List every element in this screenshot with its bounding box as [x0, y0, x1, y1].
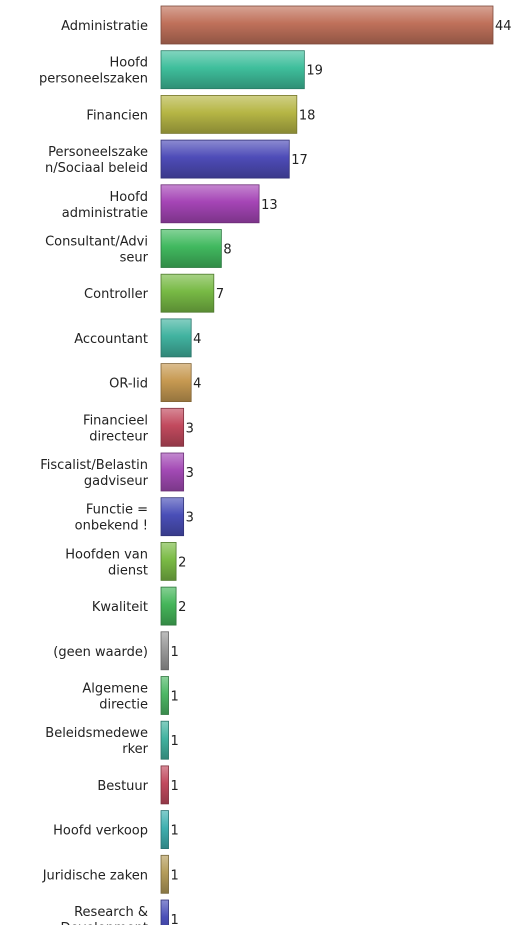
value-label-9: 3: [186, 421, 194, 436]
value-label-1: 19: [306, 64, 323, 79]
category-label-line: Development: [60, 921, 148, 925]
category-label-20: Research &Development: [60, 905, 148, 925]
bar-6: [160, 273, 215, 313]
category-label-14: (geen waarde): [53, 645, 148, 660]
bar-11: [160, 497, 185, 537]
category-label-5: Consultant/Advi seur: [45, 235, 149, 266]
category-label-line: Functie =: [86, 503, 148, 518]
category-label-line: Hoofd: [109, 190, 148, 205]
category-label-11: Functie = onbekend !: [75, 503, 148, 534]
bar-17: [160, 765, 169, 805]
bar-9: [160, 407, 185, 447]
category-label-6: Controller: [84, 287, 149, 302]
value-label-6: 7: [216, 287, 224, 302]
bar-5: [160, 229, 222, 268]
category-label-16: Beleidsmedewe rker: [45, 726, 148, 757]
value-label-16: 1: [171, 734, 179, 749]
bar-12: [160, 542, 177, 581]
category-label-13: Kwaliteit: [92, 600, 148, 615]
category-label-9: Financieel directeur: [83, 413, 149, 444]
category-label-12: Hoofden van dienst: [65, 547, 148, 578]
value-label-4: 13: [261, 198, 278, 213]
value-label-0: 44: [495, 19, 512, 34]
category-label-line: Juridische zaken: [42, 868, 148, 883]
category-label-line: rker: [122, 742, 148, 757]
category-label-3: Personeelszake n/Sociaal beleid: [45, 145, 148, 176]
category-label-line: Consultant/Advi: [45, 235, 148, 250]
category-label-line: directeur: [89, 429, 148, 444]
value-label-17: 1: [171, 779, 179, 794]
category-label-1: Hoofd personeelszaken: [39, 56, 148, 87]
category-label-line: Financieel: [83, 413, 148, 428]
value-label-14: 1: [171, 645, 179, 660]
value-label-2: 18: [299, 108, 316, 123]
category-label-2: Financien: [86, 108, 148, 123]
value-label-8: 4: [193, 377, 201, 392]
bars: [160, 5, 494, 925]
value-label-5: 8: [223, 243, 231, 258]
category-label-line: OR-lid: [109, 377, 148, 392]
category-label-line: dienst: [108, 563, 148, 578]
bar-8: [160, 363, 192, 403]
bar-2: [160, 95, 298, 134]
category-label-line: Kwaliteit: [92, 600, 148, 615]
category-label-line: (geen waarde): [53, 645, 148, 660]
category-label-17: Bestuur: [97, 779, 148, 794]
category-label-line: Administratie: [61, 19, 148, 34]
category-label-15: Algemene directie: [82, 682, 148, 713]
category-label-4: Hoofd administratie: [62, 190, 148, 221]
category-label-line: gadviseur: [84, 474, 149, 489]
value-label-18: 1: [171, 824, 179, 839]
category-label-line: Hoofd: [109, 56, 148, 71]
value-label-10: 3: [186, 466, 194, 481]
bar-10: [160, 452, 185, 492]
category-label-19: Juridische zaken: [42, 868, 148, 883]
bar-19: [160, 854, 169, 894]
value-label-11: 3: [186, 511, 194, 526]
category-label-line: Hoofd verkoop: [53, 824, 148, 839]
category-label-line: directie: [99, 698, 148, 713]
bar-4: [160, 184, 260, 224]
value-label-7: 4: [193, 332, 201, 347]
bar-16: [160, 720, 169, 760]
category-label-line: administratie: [62, 206, 148, 221]
bar-20: [160, 899, 169, 925]
bar-1: [160, 50, 305, 90]
category-label-0: Administratie: [61, 19, 148, 34]
bar-0: [160, 5, 494, 45]
bar-3: [160, 139, 290, 179]
value-label-15: 1: [171, 690, 179, 705]
bar-18: [160, 810, 169, 849]
value-label-3: 17: [291, 153, 308, 168]
category-label-line: seur: [120, 251, 149, 266]
bar-7: [160, 318, 192, 358]
category-label-line: Bestuur: [97, 779, 148, 794]
category-label-line: Research &: [74, 905, 148, 920]
category-label-line: personeelszaken: [39, 72, 148, 87]
category-label-8: OR-lid: [109, 377, 148, 392]
category-label-line: onbekend !: [75, 519, 148, 534]
value-label-13: 2: [178, 600, 186, 615]
value-label-19: 1: [171, 868, 179, 883]
value-label-12: 2: [178, 555, 186, 570]
category-label-line: Financien: [86, 108, 148, 123]
value-label-20: 1: [171, 913, 179, 925]
category-label-line: Personeelszake: [48, 145, 148, 160]
bar-13: [160, 586, 177, 626]
category-label-line: Fiscalist/Belastin: [40, 458, 148, 473]
bar-15: [160, 676, 169, 715]
category-label-line: Hoofden van: [65, 547, 148, 562]
category-label-line: n/Sociaal beleid: [45, 161, 148, 176]
category-label-10: Fiscalist/Belastin gadviseur: [40, 458, 148, 489]
category-label-line: Beleidsmedewe: [45, 726, 148, 741]
bar-14: [160, 631, 169, 671]
category-label-line: Controller: [84, 287, 149, 302]
category-label-18: Hoofd verkoop: [53, 824, 148, 839]
category-label-7: Accountant: [74, 332, 148, 347]
category-label-line: Algemene: [82, 682, 148, 697]
category-label-line: Accountant: [74, 332, 148, 347]
